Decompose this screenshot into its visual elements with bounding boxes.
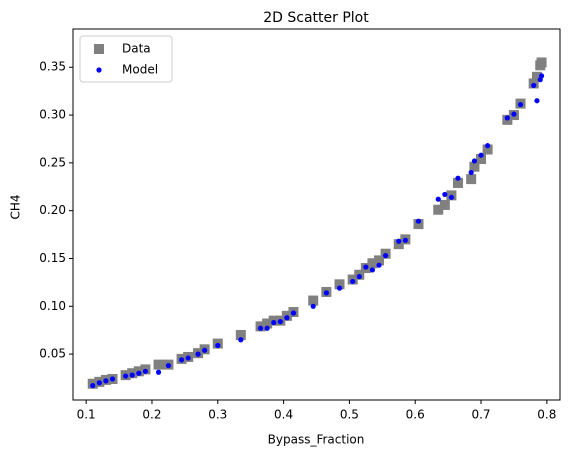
data-point [536, 57, 547, 68]
model-point [264, 325, 270, 331]
y-tick-label: 0.15 [39, 251, 66, 265]
model-point [185, 355, 191, 361]
model-point [455, 175, 461, 181]
model-point [383, 253, 389, 259]
model-point [277, 318, 283, 325]
y-tick-label: 0.20 [39, 203, 66, 217]
y-tick-label: 0.10 [39, 299, 66, 313]
model-point [478, 152, 484, 158]
data-point [235, 329, 246, 340]
data-point [482, 144, 493, 155]
model-point [96, 380, 102, 386]
data-point [531, 71, 542, 82]
model-point [257, 325, 264, 331]
data-point [262, 318, 273, 329]
x-tick-label: 0.4 [274, 408, 293, 422]
model-point [142, 368, 148, 374]
model-point [271, 319, 277, 326]
model-point [323, 290, 329, 296]
data-point [469, 161, 480, 172]
x-tick-label: 0.1 [77, 408, 96, 422]
model-point [442, 191, 448, 198]
data-point [153, 359, 164, 370]
model-point [363, 264, 369, 270]
y-axis-label: CH4 [9, 194, 23, 219]
data-point [433, 204, 444, 215]
data-point [452, 177, 463, 188]
y-tick-label: 0.30 [39, 108, 66, 122]
model-point [336, 285, 343, 291]
data-point [413, 219, 424, 230]
legend-marker [94, 44, 104, 54]
chart-title: 2D Scatter Plot [263, 10, 369, 26]
model-point [202, 347, 208, 353]
model-point [109, 376, 116, 382]
model-point [103, 378, 109, 384]
y-tick-label: 0.25 [39, 155, 66, 169]
model-point [415, 218, 422, 224]
model-point [448, 194, 455, 200]
plot-frame [72, 28, 561, 401]
model-point [238, 337, 244, 343]
model-point [531, 82, 537, 89]
data-point [393, 239, 404, 250]
model-point [468, 169, 474, 176]
x-tick-label: 0.8 [537, 408, 556, 422]
model-point [178, 357, 185, 363]
model-point [511, 111, 517, 117]
model-point [485, 143, 491, 149]
x-axis-label: Bypass_Fraction [268, 433, 365, 447]
model-point [123, 373, 129, 379]
data-point [367, 258, 378, 269]
model-point [129, 372, 135, 378]
model-point [165, 362, 172, 369]
data-point [308, 295, 319, 306]
model-point [504, 115, 510, 121]
model-point [310, 303, 316, 309]
data-point [334, 279, 345, 290]
model-point [195, 351, 201, 357]
data-point [466, 174, 477, 185]
model-point [517, 101, 524, 108]
x-tick-label: 0.3 [208, 408, 227, 422]
legend-label: Model [122, 63, 158, 77]
model-point [350, 278, 356, 285]
model-point [90, 383, 96, 389]
data-point [439, 199, 450, 210]
y-tick-label: 0.35 [39, 60, 66, 74]
model-point [376, 262, 382, 268]
model-point [155, 369, 162, 375]
data-point [374, 255, 385, 266]
x-tick-label: 0.5 [340, 408, 359, 422]
model-point [534, 98, 540, 104]
x-tick-label: 0.6 [406, 408, 425, 422]
model-point [284, 315, 290, 321]
model-point [136, 370, 142, 376]
model-point [538, 73, 545, 79]
legend-label: Data [122, 42, 151, 56]
legend-marker [96, 67, 102, 73]
model-point [369, 267, 376, 273]
x-tick-label: 0.2 [142, 408, 161, 422]
model-point [290, 310, 297, 316]
model-point [402, 237, 408, 243]
data-point [476, 154, 487, 165]
x-tick-label: 0.7 [471, 408, 490, 422]
model-point [435, 196, 441, 202]
model-point [215, 342, 221, 349]
model-point [396, 238, 402, 244]
y-tick-label: 0.05 [39, 347, 66, 361]
model-point [356, 274, 362, 280]
model-point [471, 158, 478, 164]
